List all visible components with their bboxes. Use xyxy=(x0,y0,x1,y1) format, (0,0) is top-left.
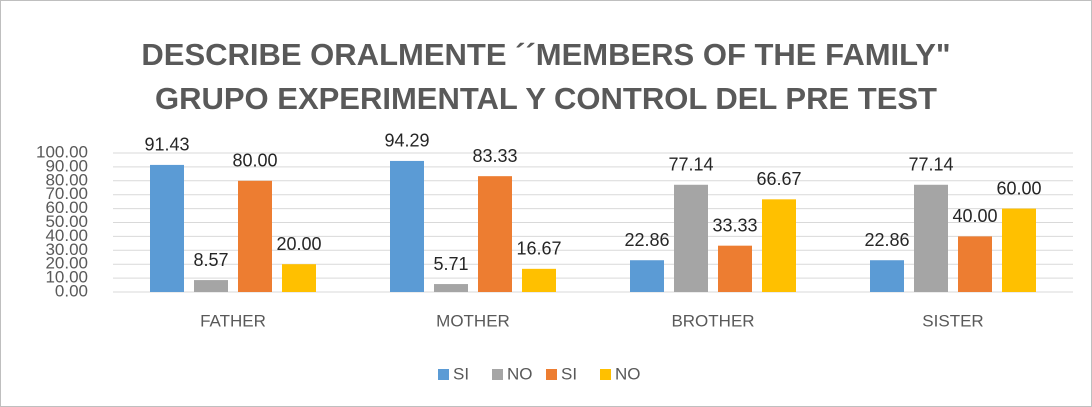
y-tick-label: 30.00 xyxy=(45,240,88,259)
bar xyxy=(282,264,316,292)
bar xyxy=(630,260,664,292)
y-tick-label: 40.00 xyxy=(45,226,88,245)
y-tick-label: 100.00 xyxy=(36,142,88,161)
bar xyxy=(958,236,992,292)
legend-label: NO xyxy=(507,364,533,383)
bar xyxy=(674,184,708,292)
bar xyxy=(478,176,512,292)
legend-swatch xyxy=(492,369,503,380)
legend-label: NO xyxy=(615,364,641,383)
data-label: 80.00 xyxy=(232,151,277,171)
x-tick-label: MOTHER xyxy=(436,311,510,330)
data-label: 5.71 xyxy=(433,254,468,274)
x-tick-label: FATHER xyxy=(200,311,266,330)
data-label: 40.00 xyxy=(952,206,997,226)
bar xyxy=(194,280,228,292)
legend-swatch xyxy=(546,369,557,380)
legend-swatch xyxy=(600,369,611,380)
data-label: 8.57 xyxy=(193,250,228,270)
y-tick-label: 90.00 xyxy=(45,156,88,175)
bar xyxy=(522,268,556,292)
bar xyxy=(1002,208,1036,292)
data-label: 16.67 xyxy=(516,239,561,259)
bar xyxy=(762,199,796,292)
legend-label: SI xyxy=(561,364,577,383)
bar xyxy=(434,284,468,292)
y-tick-label: 70.00 xyxy=(45,184,88,203)
data-label: 22.86 xyxy=(624,230,669,250)
bar xyxy=(150,164,184,292)
bar xyxy=(870,260,904,292)
chart-title: DESCRIBE ORALMENTE ´´MEMBERS OF THE FAMI… xyxy=(141,37,950,72)
bar xyxy=(718,245,752,292)
data-label: 91.43 xyxy=(144,135,189,155)
y-tick-label: 10.00 xyxy=(45,268,88,287)
bar xyxy=(238,180,272,292)
y-tick-label: 50.00 xyxy=(45,212,88,231)
x-tick-label: BROTHER xyxy=(671,311,754,330)
y-tick-label: 80.00 xyxy=(45,170,88,189)
legend-label: SI xyxy=(453,364,469,383)
data-label: 77.14 xyxy=(908,155,953,175)
bar xyxy=(390,160,424,292)
data-label: 77.14 xyxy=(668,155,713,175)
y-tick-label: 60.00 xyxy=(45,198,88,217)
data-label: 60.00 xyxy=(996,178,1041,198)
bar xyxy=(914,184,948,292)
x-tick-label: SISTER xyxy=(922,311,983,330)
data-label: 94.29 xyxy=(384,131,429,151)
data-label: 22.86 xyxy=(864,230,909,250)
data-label: 83.33 xyxy=(472,146,517,166)
legend-swatch xyxy=(438,369,449,380)
data-label: 20.00 xyxy=(276,234,321,254)
data-label: 33.33 xyxy=(712,215,757,235)
data-label: 66.67 xyxy=(756,169,801,189)
chart-title: GRUPO EXPERIMENTAL Y CONTROL DEL PRE TES… xyxy=(155,81,937,116)
y-tick-label: 20.00 xyxy=(45,254,88,273)
y-tick-label: 0.00 xyxy=(55,281,88,300)
